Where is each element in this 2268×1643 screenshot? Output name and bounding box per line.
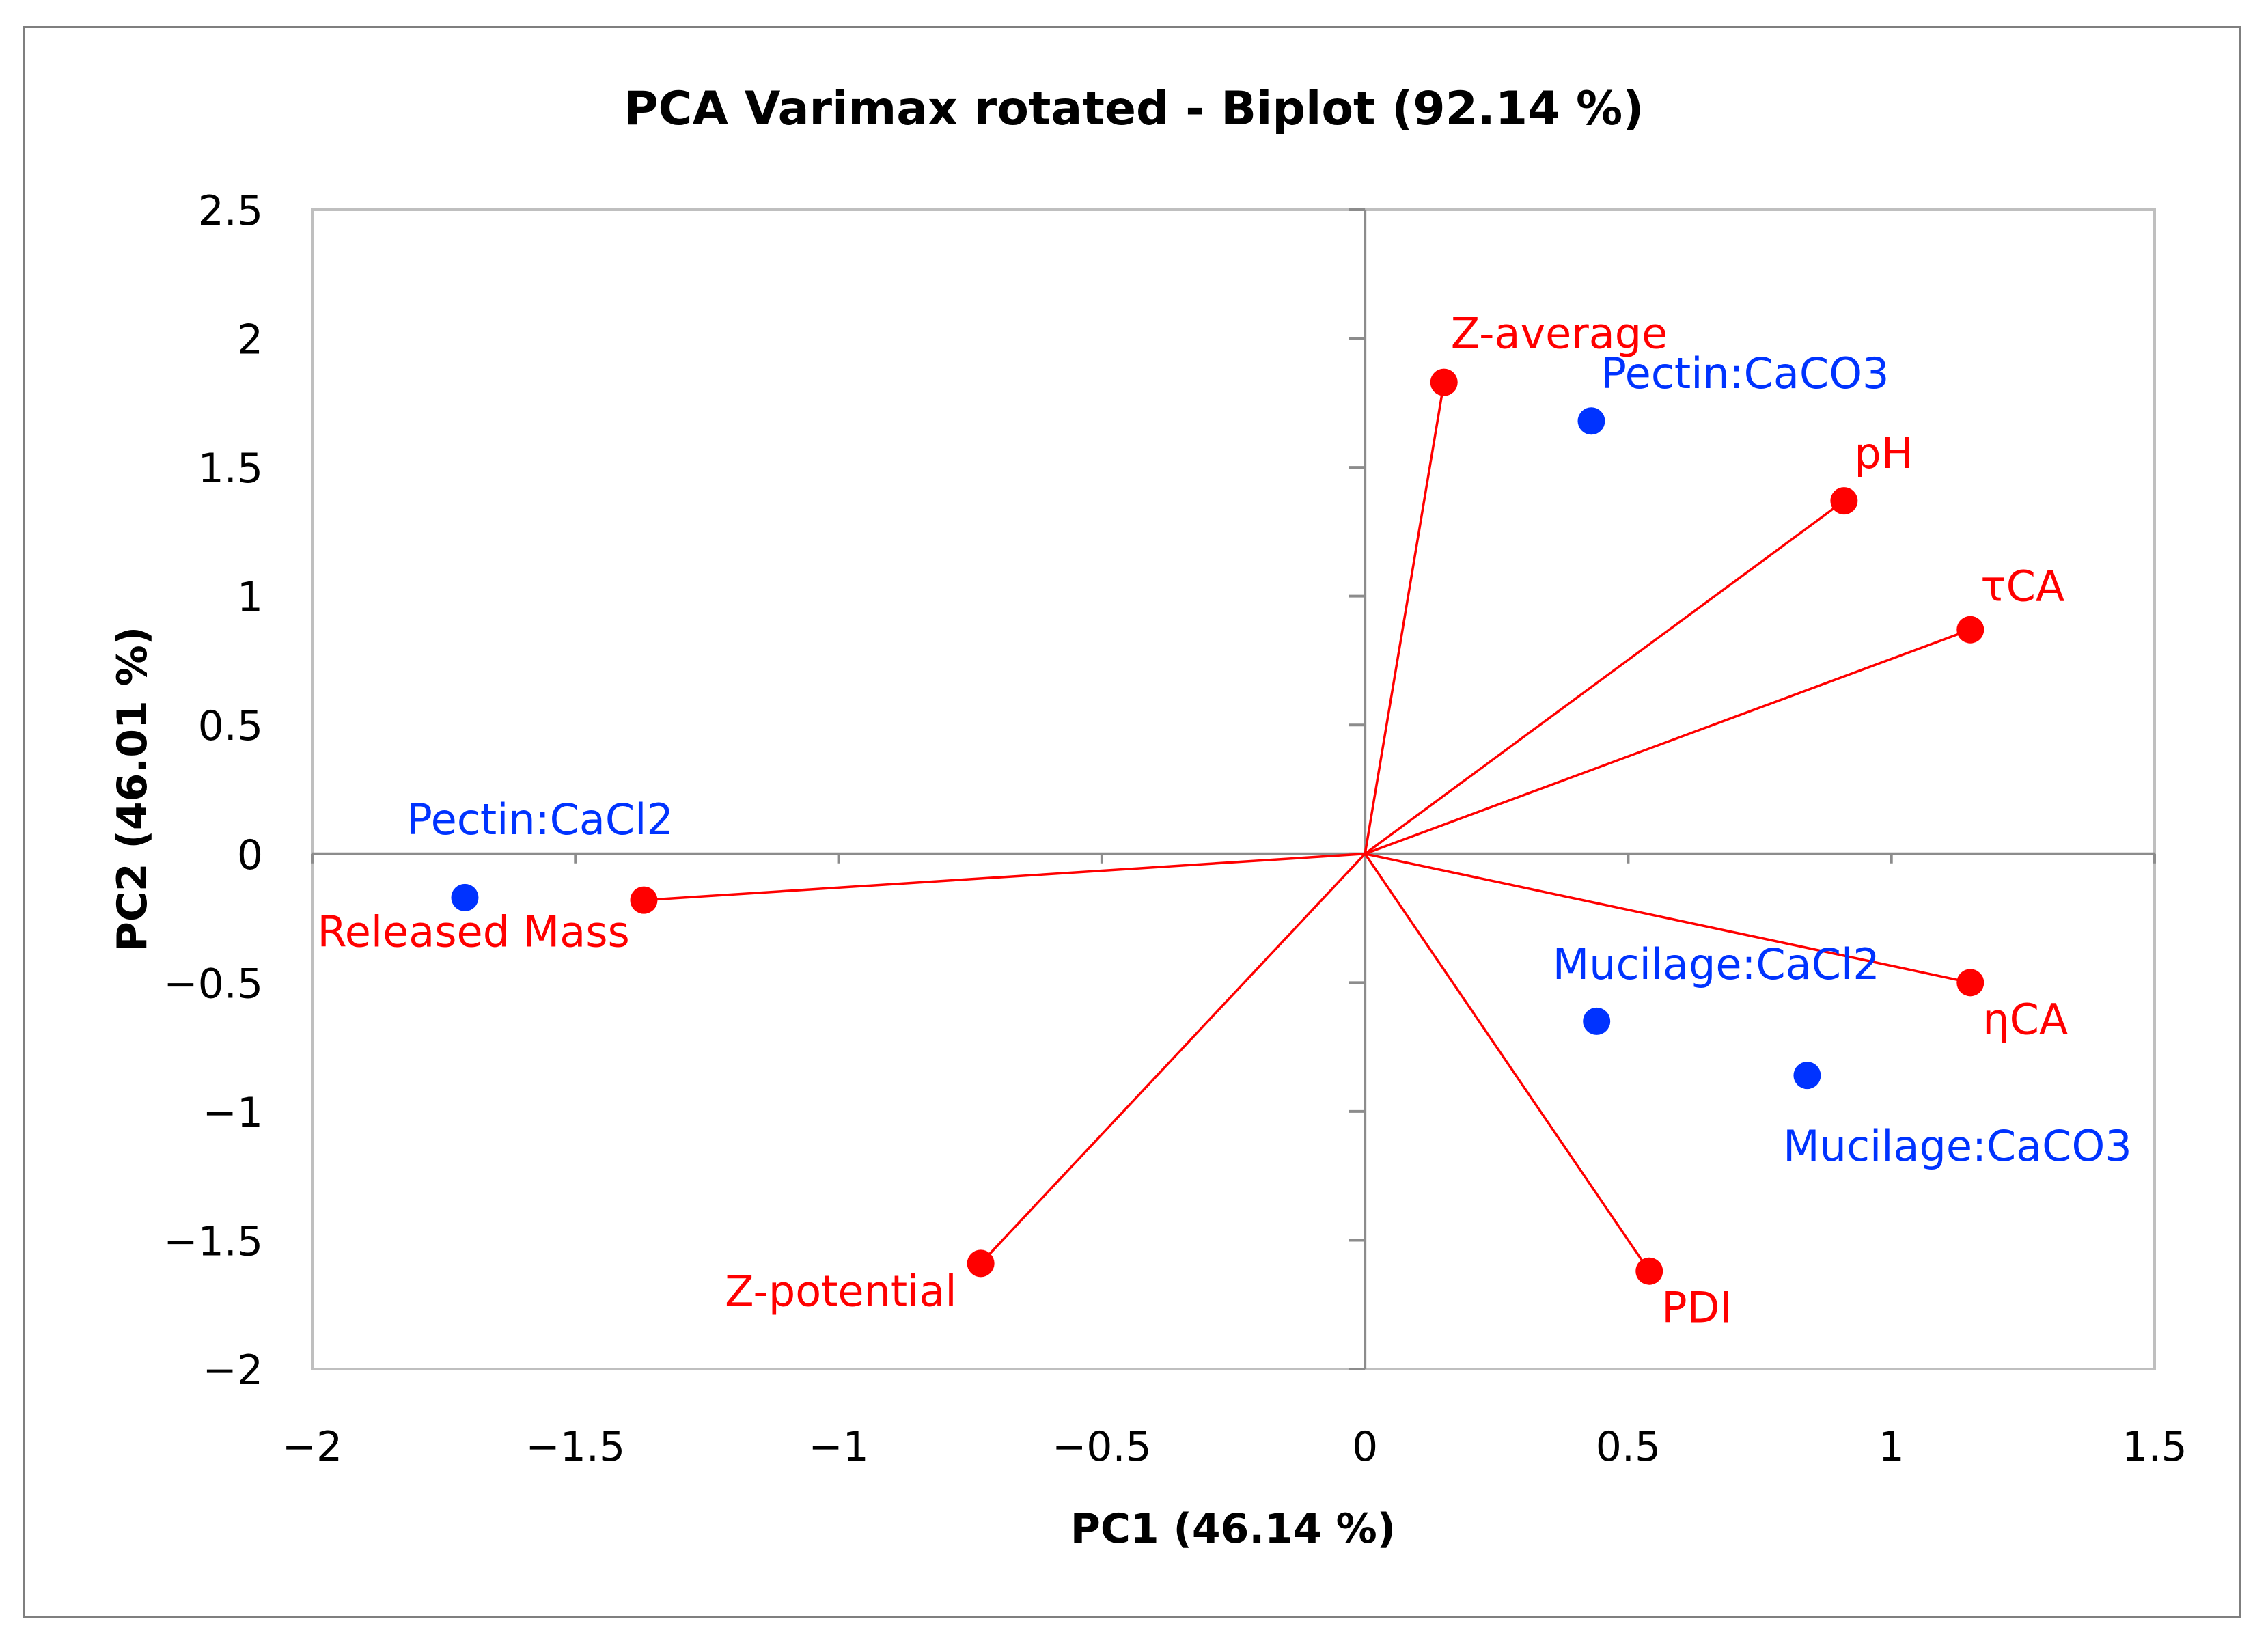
point-label-z-potential: Z-potential: [725, 1266, 957, 1316]
loading-point-z-average: [1430, 368, 1458, 396]
loading-point-z-potential: [967, 1249, 995, 1278]
loading-point-released-mass: [630, 886, 658, 914]
points-layer: [451, 368, 1984, 1285]
point-label-ca: τCA: [1980, 562, 2064, 611]
point-label-ph: pH: [1854, 428, 1913, 478]
x-tick-label: 0: [1352, 1423, 1378, 1471]
point-label-pectin-caco3: Pectin:CaCO3: [1601, 348, 1889, 398]
x-tick-label: −1.5: [525, 1423, 625, 1471]
y-tick-label: 1.5: [198, 445, 263, 493]
point-labels-layer: Z-average pH τCA ηCA PDI Z-potential Released …: [317, 309, 2131, 1333]
y-tick-label: 0.5: [198, 702, 263, 750]
score-point-pectin-cacl2: [451, 883, 479, 911]
y-tick-label: 0: [237, 831, 263, 879]
x-tick-label: 1.5: [2122, 1423, 2187, 1471]
y-axis-label: PC2 (46.01 %): [109, 626, 156, 952]
vector-ph: [1364, 499, 1845, 855]
point-label-z-average: Z-average: [1451, 309, 1668, 359]
y-tick-label: 2.5: [198, 187, 263, 235]
loading-vectors: [644, 382, 1971, 1272]
loading-point-ph: [1830, 487, 1858, 515]
score-point-pectin-caco3: [1577, 407, 1605, 435]
loading-point-ca: [1956, 616, 1984, 644]
x-axis-label: PC1 (46.14 %): [1070, 1505, 1396, 1553]
y-tick-label: −1: [203, 1089, 263, 1137]
y-tick-label: −0.5: [163, 960, 263, 1008]
x-tick-label: −2: [282, 1423, 342, 1471]
y-tick-label: −2: [203, 1347, 263, 1394]
point-label-mucilage-caco3: Mucilage:CaCO3: [1783, 1121, 2132, 1171]
x-tick-label: −0.5: [1052, 1423, 1152, 1471]
vector-released-mass: [644, 853, 1366, 902]
y-tick-label: 2: [237, 316, 263, 364]
x-tick-label: −1: [808, 1423, 868, 1471]
x-tick-label: 1: [1879, 1423, 1905, 1471]
point-label-ca: ηCA: [1982, 994, 2068, 1044]
vector-z-average: [1364, 382, 1446, 855]
point-label-released-mass: Released Mass: [317, 907, 629, 957]
loading-point-ca: [1956, 969, 1984, 997]
loading-point-pdi: [1635, 1257, 1663, 1285]
chart-frame: [23, 26, 2241, 1618]
plot-area: [311, 208, 2156, 1370]
chart-title: PCA Varimax rotated - Biplot (92.14 %): [624, 82, 1644, 136]
axis-layer: −2 −1.5 −1 −0.5 0 0.5 1 1.5 −2 −1.5 −1 −0.5 0 0.5 1 1.5…: [163, 187, 2187, 1471]
point-label-mucilage-cacl2: Mucilage:CaCl2: [1553, 939, 1880, 989]
y-tick-label: 1: [237, 574, 263, 622]
vector-z-potential: [980, 853, 1366, 1265]
score-point-mucilage-cacl2: [1583, 1007, 1611, 1035]
vector-ca: [1364, 853, 1971, 984]
vector-ca: [1364, 629, 1971, 855]
y-tick-label: −1.5: [163, 1217, 263, 1265]
score-point-mucilage-caco3: [1793, 1062, 1821, 1090]
vector-pdi: [1364, 853, 1650, 1272]
point-label-pdi: PDI: [1661, 1283, 1732, 1333]
point-label-pectin-cacl2: Pectin:CaCl2: [406, 795, 673, 844]
x-tick-label: 0.5: [1596, 1423, 1661, 1471]
